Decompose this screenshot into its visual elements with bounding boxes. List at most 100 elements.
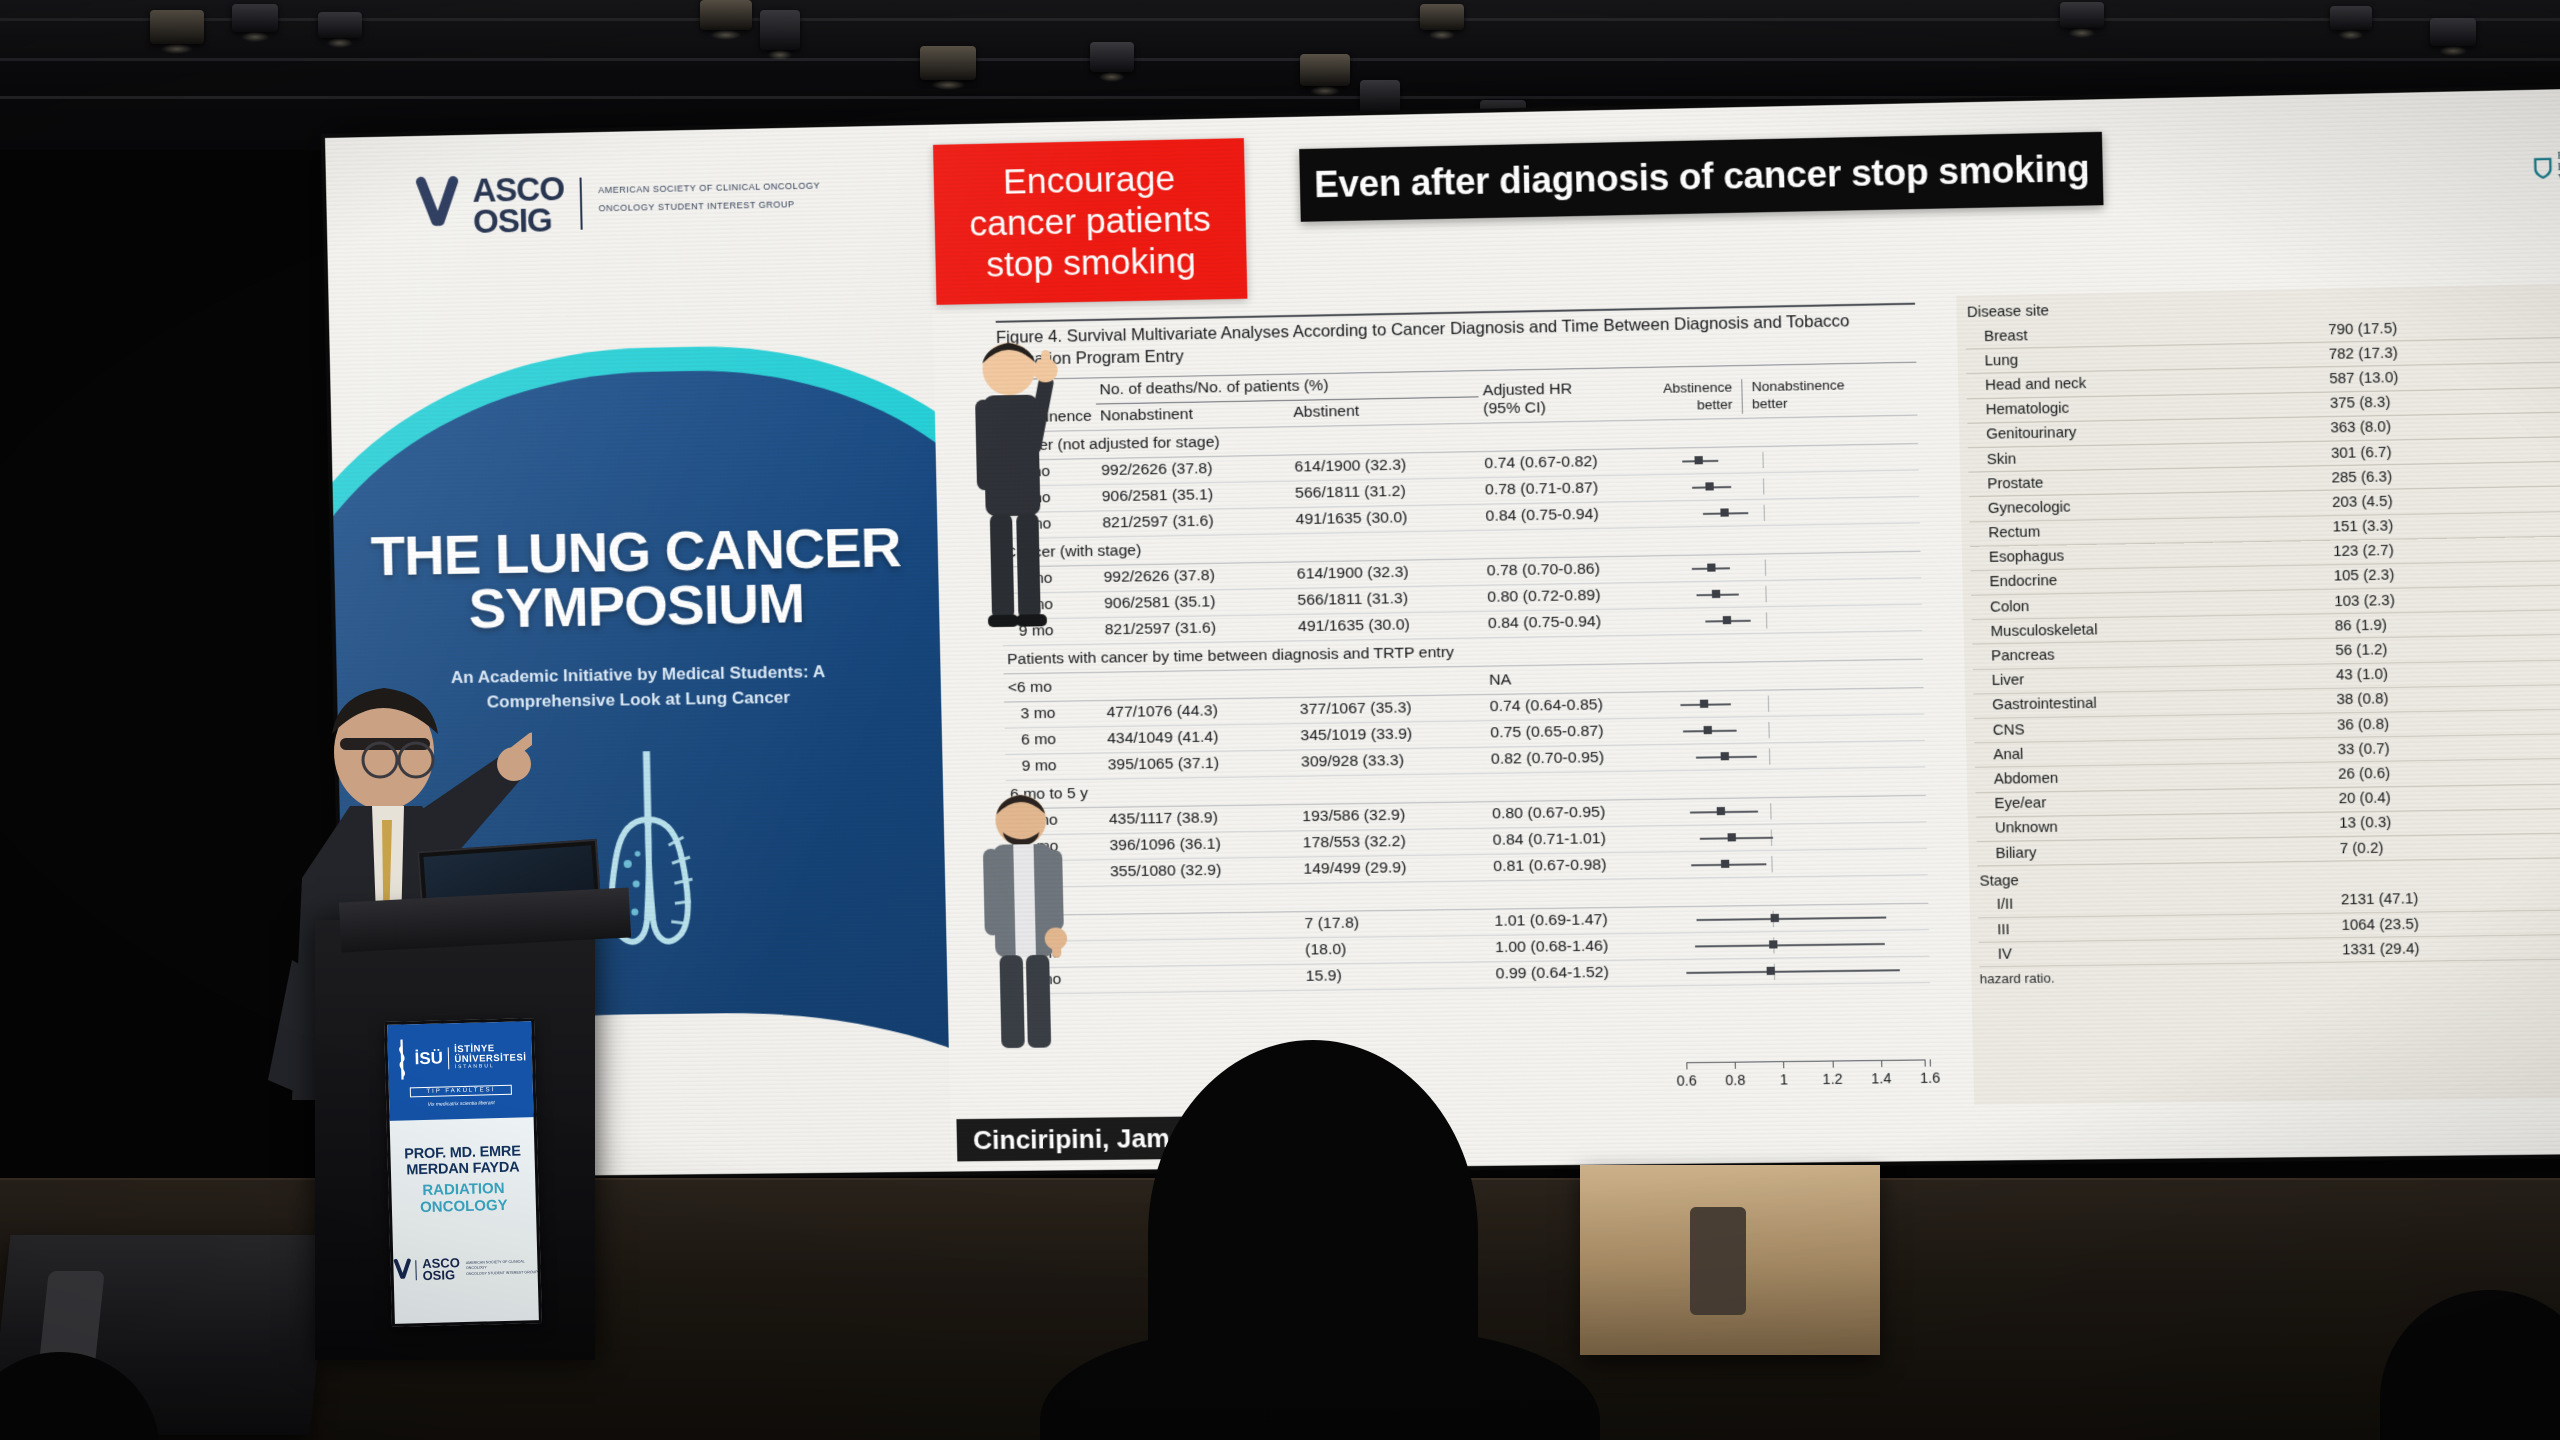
axis-tick [1686, 1062, 1688, 1070]
cell-abstinent: 566/1811 (31.2) [1290, 477, 1482, 508]
table-section-na: NA [1484, 662, 1666, 694]
cell-nonabstinent: 992/2626 (37.8) [1099, 561, 1294, 592]
asco-subtitle-block: AMERICAN SOCIETY OF CLINICAL ONCOLOGY ON… [598, 181, 820, 221]
cell-abstinent: 7 (17.8) [1300, 908, 1491, 938]
asco-sub-2: ONCOLOGY STUDENT INTEREST GROUP [598, 199, 795, 214]
podium-speaker-line2: MERDAN FAYDA [406, 1159, 520, 1179]
cell-forest-plot [1671, 929, 1930, 959]
stage-light [1090, 42, 1134, 72]
axis-tick-label: 1.6 [1919, 1069, 1941, 1086]
podium-asco-sub2: ONCOLOGY STUDENT INTEREST GROUP [466, 1269, 538, 1276]
stage-light [1360, 80, 1400, 116]
cell-abstinent: 491/1635 (30.0) [1293, 610, 1485, 641]
cell-adjusted-hr: 0.80 (0.67-0.95) [1487, 798, 1669, 828]
stage-light [700, 0, 752, 30]
axis-tick-label: 1.2 [1822, 1070, 1843, 1088]
cell-adjusted-hr: 0.81 (0.67-0.98) [1488, 851, 1670, 881]
cell-abstinence: 6 mo [1004, 726, 1104, 754]
axis-tick [1880, 1059, 1883, 1068]
cell-abstinent: 309/928 (33.3) [1296, 746, 1488, 776]
cell-forest-plot [1667, 740, 1926, 771]
stage-light [2330, 6, 2372, 30]
cell-site-name: Abdomen [1974, 764, 2214, 793]
cell-abstinent: (18.0) [1300, 934, 1492, 964]
disease-site-table: Breast 790 (17.5) Lung 782 (17.3) Head and n… [1965, 313, 2560, 967]
cell-site-value: 1331 (29.4) [2216, 934, 2560, 964]
asco-sub-1: AMERICAN SOCIETY OF CLINICAL ONCOLOGY [598, 180, 821, 196]
cell-site-name: Biliary [1976, 838, 2215, 867]
cell-abstinence: 9 mo [1005, 752, 1104, 781]
cell-nonabstinent [1106, 911, 1301, 940]
cell-site-name: Eye/ear [1975, 788, 2214, 817]
cell-adjusted-hr: 0.80 (0.72-0.89) [1482, 581, 1665, 611]
asco-line2: OSIG [472, 201, 553, 240]
cell-forest-plot [1671, 955, 1931, 986]
cell-nonabstinent: 821/2597 (31.6) [1100, 614, 1295, 644]
axis-tick [1929, 1059, 1931, 1067]
cell-abstinent: 193/586 (32.9) [1297, 801, 1489, 831]
cell-adjusted-hr: 0.75 (0.65-0.87) [1485, 717, 1668, 747]
cell-adjusted-hr: 0.78 (0.70-0.86) [1482, 555, 1664, 585]
axis-tick [1783, 1061, 1785, 1069]
stage-light [318, 12, 362, 38]
cell-forest-plot [1669, 847, 1928, 878]
presentation-slide: Encourage cancer patients stop smoking E… [928, 88, 2560, 1172]
forest-plot-axis: 0.6 0.8 1 1.2 1.4 1.6 [1677, 1059, 1940, 1102]
cell-site-name: Liver [1972, 665, 2212, 694]
stage-light [920, 46, 976, 80]
cell-abstinent: 491/1635 (30.0) [1291, 503, 1482, 534]
cell-forest-plot [1666, 713, 1925, 744]
podium-sign: İSÜ İSTİNYE ÜNİVERSİTESİ İSTANBUL TIP FA… [384, 1018, 542, 1327]
table-section-na [1481, 526, 1663, 559]
cell-abstinent: 377/1067 (35.3) [1295, 693, 1486, 724]
axis-line [1686, 1059, 1926, 1070]
stage-light [760, 10, 800, 50]
poster-title: THE LUNG CANCER SYMPOSIUM [334, 515, 940, 640]
slide-headline-banner: Even after diagnosis of cancer stop smok… [1299, 131, 2104, 222]
cell-site-name: Pancreas [1972, 640, 2211, 670]
cell-nonabstinent [1107, 937, 1302, 967]
figure-4-panel: Figure 4. Survival Multivariate Analyses… [995, 302, 1940, 1117]
cell-adjusted-hr: 0.84 (0.75-0.94) [1483, 607, 1665, 638]
cell-nonabstinent: 355/1080 (32.9) [1105, 856, 1300, 886]
podium-sign-divider [447, 1047, 450, 1070]
stage-monitor-center [1580, 1165, 1880, 1355]
table-section-plot-cell [1662, 522, 1921, 556]
cell-site-name: Anal [1974, 739, 2213, 768]
stage-light [150, 10, 204, 44]
cell-adjusted-hr: 0.84 (0.75-0.94) [1481, 500, 1663, 531]
table-section-plot-cell [1667, 766, 1926, 799]
cell-nonabstinent: 434/1049 (41.4) [1102, 723, 1297, 753]
cell-adjusted-hr: 1.01 (0.69-1.47) [1490, 906, 1672, 935]
podium-faculty-label: TIP FAKÜLTESİ [409, 1084, 513, 1098]
cell-forest-plot [1670, 902, 1929, 933]
cell-forest-plot [1668, 821, 1928, 852]
table-section-plot-cell [1664, 630, 1923, 663]
cell-forest-plot [1668, 794, 1927, 826]
citation-strip: Cinciripini, Jam [956, 1116, 1187, 1162]
cell-site-name: I/II [1977, 890, 2217, 918]
cell-abstinent: 614/1900 (32.3) [1292, 558, 1483, 588]
cell-abstinence: 3 mo [1004, 699, 1103, 728]
cell-site-name: Unknown [1976, 813, 2215, 842]
asco-osig-logo: ASCO OSIG AMERICAN SOCIETY OF CLINICAL O… [414, 165, 821, 240]
table-section-na [1484, 634, 1666, 666]
cell-nonabstinent: 395/1065 (37.1) [1103, 749, 1298, 779]
axis-tick-label: 0.6 [1676, 1072, 1697, 1089]
cell-abstinent: 149/499 (29.9) [1298, 853, 1490, 883]
cell-forest-plot [1665, 687, 1925, 718]
cell-site-name: Gastrointestinal [1973, 690, 2212, 719]
projection-screen: ASCO OSIG AMERICAN SOCIETY OF CLINICAL O… [325, 88, 2560, 1179]
axis-tick [1832, 1060, 1834, 1068]
figure-table-body: Cancer (not adjusted for stage)3 mo992/2… [998, 414, 1931, 994]
podium-department: RADIATION ONCOLOGY [391, 1180, 536, 1218]
podium-asco-divider [415, 1260, 417, 1281]
header-hr-line2: (95% CI) [1483, 399, 1547, 418]
cell-abstinent: 178/553 (32.2) [1298, 827, 1489, 857]
cell-abstinent: 345/1019 (33.9) [1296, 720, 1487, 750]
cell-site-name: III [1978, 914, 2217, 943]
shield-icon [2533, 157, 2552, 179]
podium-uni-city: İSTANBUL [454, 1063, 495, 1071]
axis-tick-label: 1.4 [1871, 1070, 1892, 1087]
figure-table: No. of deaths/No. of patients (%) Adjust… [997, 362, 1931, 994]
